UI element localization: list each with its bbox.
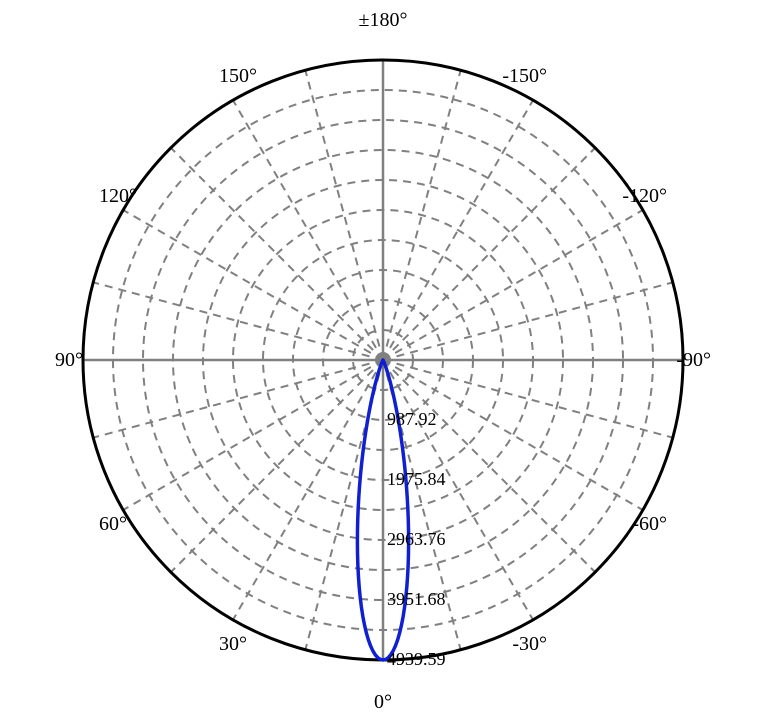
polar-spoke [93, 360, 383, 438]
angle-label: 90° [55, 349, 83, 371]
angle-label: 0° [374, 691, 392, 713]
radial-label: 1975.84 [387, 469, 446, 489]
angle-label: 120° [99, 185, 137, 207]
angle-label: ±180° [359, 9, 408, 31]
angle-label: -60° [632, 513, 667, 535]
angle-label: -90° [676, 349, 711, 371]
angle-label: 30° [219, 633, 247, 655]
radial-label: 2963.76 [387, 529, 446, 549]
angle-label: -30° [512, 633, 547, 655]
angle-label: -120° [622, 185, 667, 207]
polar-spoke [305, 70, 383, 360]
angle-label: -150° [502, 65, 547, 87]
radial-label: 987.92 [387, 409, 437, 429]
radial-label: 4939.59 [387, 649, 446, 669]
polar-chart: ±180° -150° -120° -90° -60° -30° 0° 30° 60° 90° 12… [0, 0, 767, 723]
angle-label: 60° [99, 513, 127, 535]
polar-spoke [233, 100, 383, 360]
radial-label: 3951.68 [387, 589, 446, 609]
polar-spoke [383, 210, 643, 360]
angle-label: 150° [219, 65, 257, 87]
